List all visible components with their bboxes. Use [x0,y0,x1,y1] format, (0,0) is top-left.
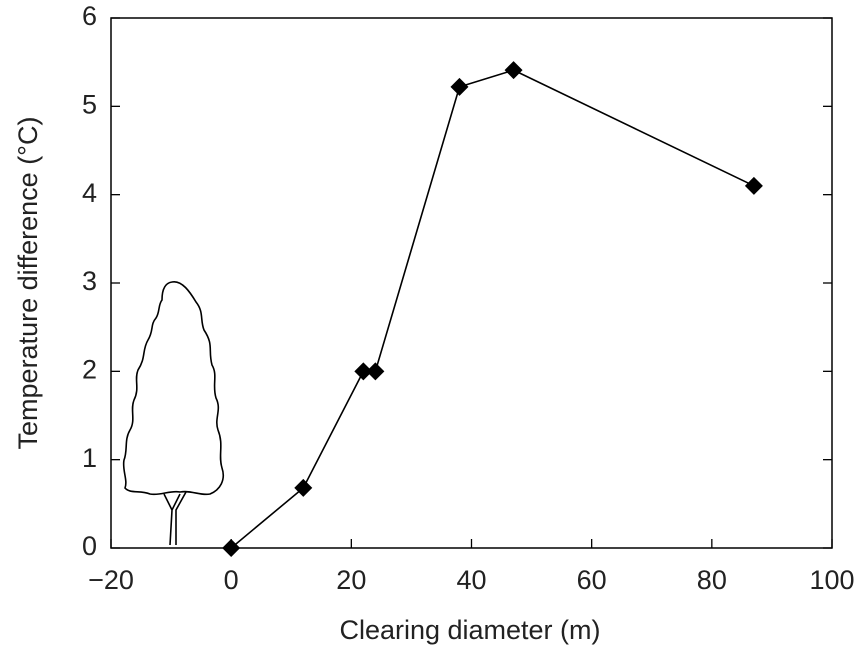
data-point [504,61,523,80]
tree-illustration [122,281,225,546]
data-point [294,478,313,497]
x-tick-label: −20 [88,565,134,595]
x-tick-label: 20 [336,565,366,595]
data-point [744,176,763,195]
x-tick-label: 0 [224,565,239,595]
y-tick-label: 6 [82,1,97,31]
x-tick-label: 80 [697,565,727,595]
y-tick-label: 1 [82,443,97,473]
y-tick-label: 2 [82,354,97,384]
y-tick-label: 3 [82,266,97,296]
data-point [222,539,241,557]
y-tick-label: 5 [82,89,97,119]
x-tick-label: 60 [577,565,607,595]
x-axis-title: Clearing diameter (m) [339,615,600,645]
data-point [450,77,469,96]
plot-frame [110,17,833,549]
data-line [230,69,755,549]
data-point [354,362,373,381]
y-tick-label: 0 [82,531,97,561]
x-tick-label: 100 [809,565,854,595]
x-tick-label: 40 [456,565,486,595]
y-tick-label: 4 [82,178,97,208]
y-axis-title: Temperature difference (°C) [13,117,43,450]
data-point [366,362,385,381]
